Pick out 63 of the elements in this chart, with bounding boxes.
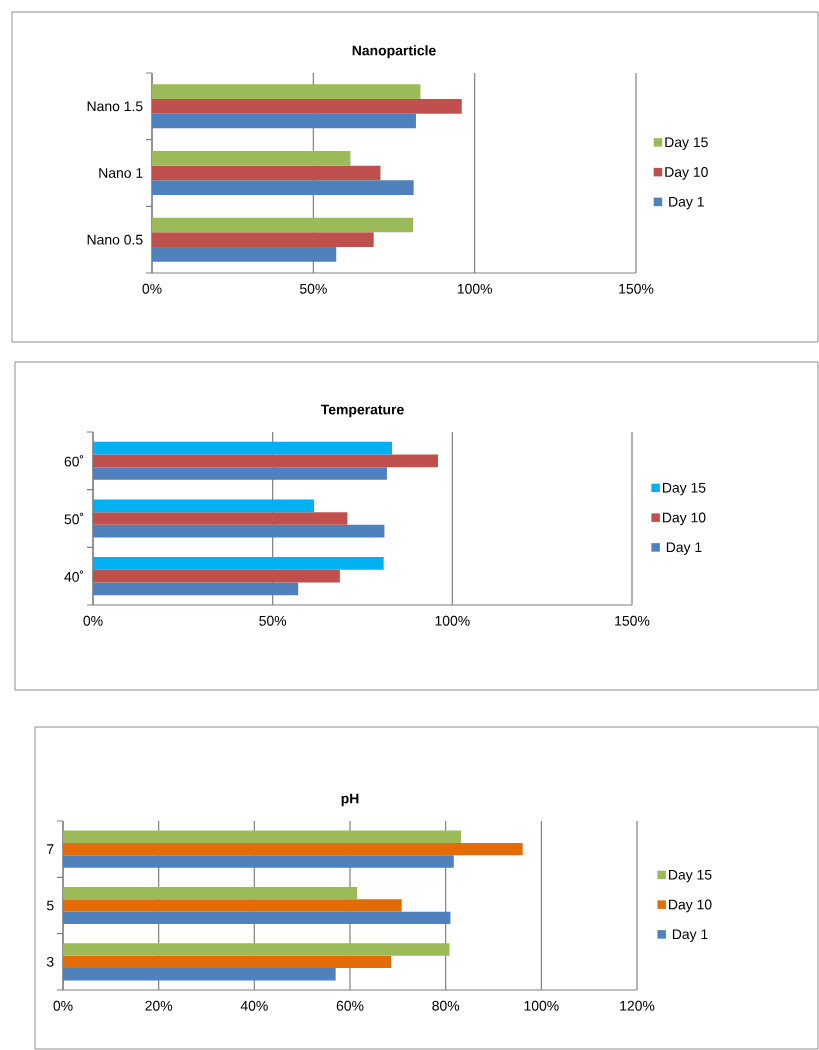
x-tick-label: 100% [435, 615, 470, 626]
bar [152, 217, 414, 233]
bar [152, 84, 421, 99]
bar [152, 165, 381, 181]
x-tick-label: 80% [432, 1000, 460, 1011]
bar [152, 98, 462, 114]
x-tick-label: 40% [240, 1000, 268, 1011]
x-tick-label: 120% [620, 1000, 655, 1011]
x-tick-label: 50% [259, 615, 287, 626]
x-tick-label: 60% [336, 1000, 364, 1011]
bar [93, 512, 348, 525]
bar [152, 113, 416, 129]
x-tick-label: 0% [142, 283, 162, 294]
bar [93, 557, 384, 570]
legend-label: Day 15 [669, 869, 712, 883]
legend-label: Day 1 [666, 542, 702, 555]
bar [63, 911, 451, 925]
x-tick-label: 0% [83, 615, 103, 626]
y-tick-label: 7 [47, 844, 54, 854]
y-tick-label: Nano 0.5 [87, 234, 143, 245]
x-tick-label: 50% [299, 283, 327, 294]
legend-label: Day 10 [669, 899, 712, 913]
legend-label: Day 10 [665, 167, 708, 180]
y-tick-label: 3 [46, 956, 54, 967]
bar [63, 886, 358, 900]
x-tick-label: 100% [457, 283, 492, 294]
bar [63, 899, 402, 912]
legend-label: Day 1 [672, 929, 708, 942]
y-tick-label: 60˚ [64, 455, 84, 467]
x-tick-label: 20% [145, 1000, 173, 1011]
x-tick-label: 0% [53, 1000, 73, 1011]
chart-title: Nanoparticle [352, 45, 436, 59]
y-tick-label: 50˚ [64, 512, 84, 525]
x-tick-label: 150% [619, 283, 654, 294]
bar [63, 855, 454, 868]
bar [93, 441, 392, 455]
y-tick-label: 40˚ [64, 570, 84, 582]
legend-label: Day 10 [663, 512, 706, 526]
bar [93, 569, 340, 583]
bar [152, 232, 374, 247]
bar [93, 524, 385, 538]
bar [152, 246, 337, 262]
x-tick-label: 150% [615, 615, 650, 626]
legend-label: Day 1 [669, 196, 704, 210]
bar [93, 467, 387, 480]
chart-title: pH [341, 793, 359, 807]
legend-label: Day 15 [665, 137, 708, 150]
chart-title: Temperature [320, 404, 404, 418]
bar [93, 499, 314, 513]
bar [63, 943, 450, 956]
bar [93, 454, 438, 468]
bar [152, 150, 351, 166]
x-tick-label: 100% [524, 1000, 559, 1011]
bar [63, 955, 392, 969]
y-tick-label: Nano 1.5 [87, 101, 143, 112]
bar [93, 582, 299, 596]
bar [63, 842, 523, 856]
y-tick-label: Nano 1 [99, 168, 143, 178]
bar [63, 830, 461, 843]
legend-label: Day 15 [663, 482, 706, 496]
bar [63, 968, 336, 981]
bar [152, 180, 414, 195]
y-tick-label: 5 [46, 900, 54, 911]
